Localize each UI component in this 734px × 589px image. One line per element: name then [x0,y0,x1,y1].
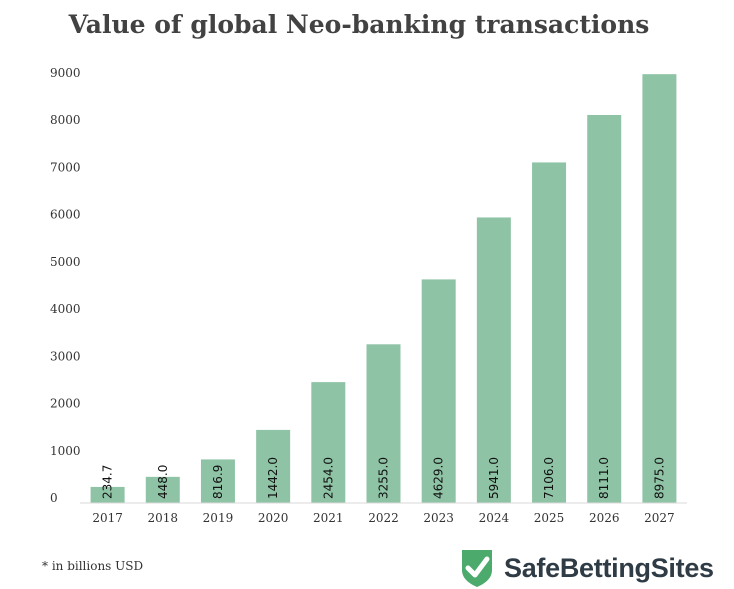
y-tick-label: 9000 [50,66,81,80]
shield-check-icon [462,550,492,587]
y-tick-label: 7000 [50,160,81,174]
bar [421,279,456,503]
brand-name: SafeBettingSites [504,552,714,583]
x-tick-label: 2025 [534,511,565,525]
data-label: 5941.0 [487,457,501,499]
bar [145,476,180,503]
x-tick-label: 2027 [644,511,675,525]
brand-logo[interactable]: SafeBettingSites [460,548,714,588]
y-tick-label: 3000 [50,349,81,363]
y-tick-label: 4000 [50,302,81,316]
y-tick-label: 2000 [50,397,81,411]
x-tick-label: 2022 [368,511,399,525]
y-tick-label: 1000 [50,444,81,458]
data-label: 8111.0 [597,457,611,499]
data-label: 1442.0 [266,457,280,499]
bar [311,382,346,503]
data-label: 816.9 [211,465,225,499]
x-tick-label: 2024 [479,511,510,525]
bar [476,217,511,504]
x-tick-label: 2026 [589,511,620,525]
y-tick-label: 6000 [50,208,81,222]
x-tick-label: 2021 [313,511,344,525]
y-tick-label: 8000 [50,113,81,127]
bar [587,114,622,503]
bars [90,74,677,504]
data-label: 3255.0 [377,457,391,499]
data-label: 2454.0 [321,457,335,499]
x-tick-label: 2020 [258,511,289,525]
bar [90,486,125,503]
data-label: 4629.0 [432,457,446,499]
y-tick-label: 0 [50,491,58,505]
bar [200,459,235,503]
value-labels: 234.7 448.0 816.9 1442.0 2454.0 3255.0 4629.0 5… [101,457,667,499]
data-label: 234.7 [101,465,115,499]
chart-title: Value of global Neo-banking transactions [68,10,650,39]
bar [366,344,401,503]
y-tick-label: 5000 [50,255,81,269]
x-tick-label: 2018 [147,511,178,525]
x-tick-label: 2023 [423,511,454,525]
bar [256,429,291,503]
data-label: 8975.0 [652,457,666,499]
footnote: * in billions USD [42,559,144,573]
x-axis-ticks: 2017 2018 2019 2020 2021 2022 2023 2024 2025 2026… [92,511,674,525]
y-axis-ticks: 0 1000 2000 3000 4000 5000 6000 7000 8000 9000 [50,66,81,505]
data-label: 7106.0 [542,457,556,499]
bar [642,74,677,504]
x-tick-label: 2019 [203,511,234,525]
bar [532,162,567,503]
x-tick-label: 2017 [92,511,123,525]
bar-chart: 0 1000 2000 3000 4000 5000 6000 7000 8000 9000 20… [50,66,687,525]
data-label: 448.0 [156,465,170,499]
